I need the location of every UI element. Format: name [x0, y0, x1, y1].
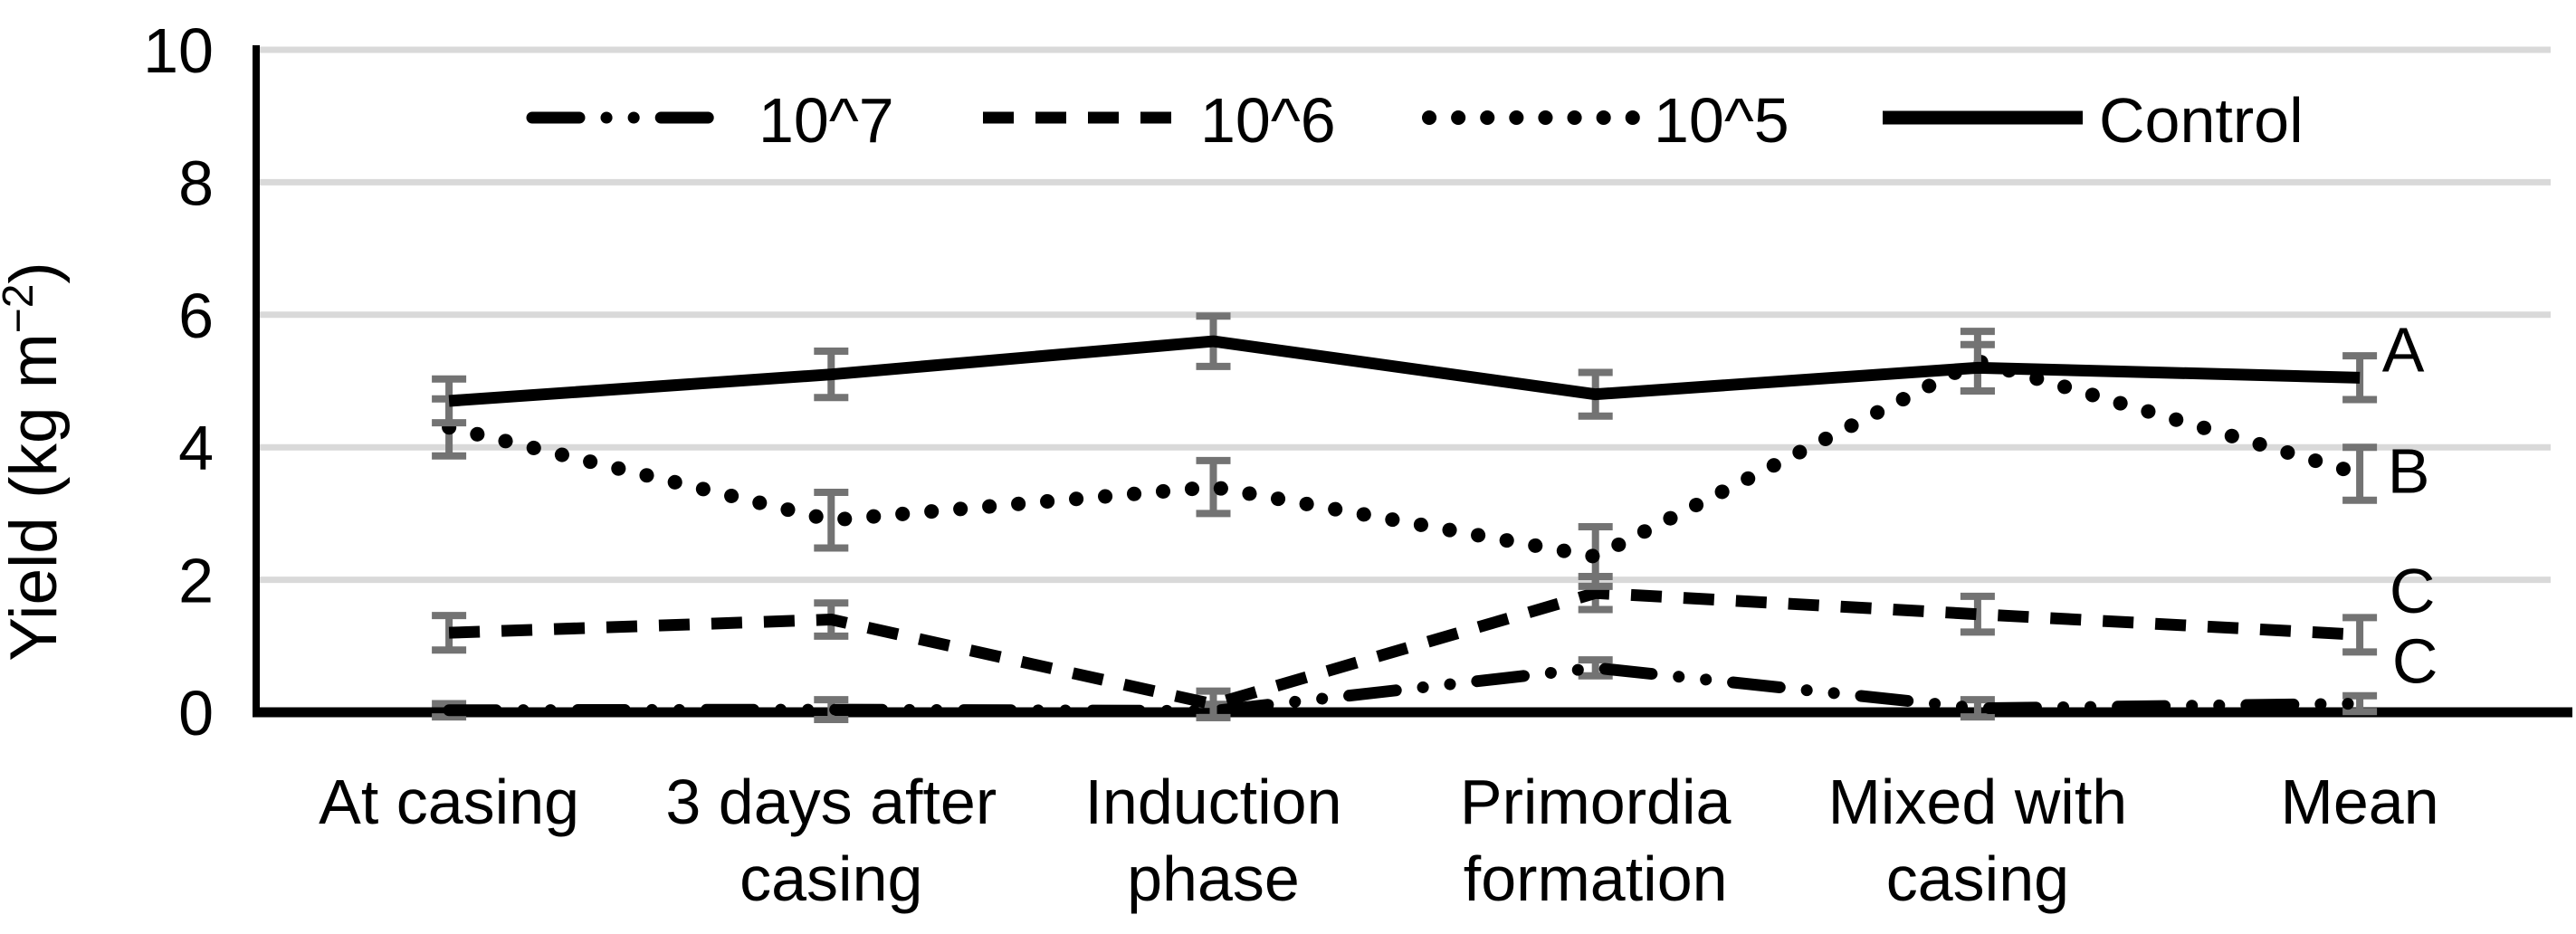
series-line-Control — [448, 335, 2361, 407]
legend-label: 10^6 — [1200, 85, 1336, 156]
x-axis-label: formation — [1464, 843, 1728, 914]
x-axis-label: At casing — [319, 767, 579, 837]
legend-item-10^6: 10^6 — [983, 85, 1336, 156]
series-line-10^5 — [442, 354, 2368, 564]
error-bars-Control — [432, 312, 2378, 427]
y-tick-label: 0 — [178, 678, 214, 748]
x-axis-label: Mean — [2281, 767, 2439, 837]
legend-label: 10^5 — [1654, 85, 1789, 156]
y-axis-title: Yield (kg m−2) — [0, 262, 71, 661]
x-axis-label: Induction — [1084, 767, 1341, 837]
x-axis-label: Mixed with — [1828, 767, 2128, 837]
legend-item-Control: Control — [1883, 85, 2304, 156]
series-line-10^6 — [448, 586, 2361, 710]
y-tick-label: 6 — [178, 281, 214, 351]
legend-item-10^7: 10^7 — [526, 85, 894, 156]
y-tick-label: 8 — [178, 148, 214, 218]
series-line-10^7 — [443, 662, 2366, 718]
significance-letter-10^6: C — [2390, 556, 2436, 626]
y-tick-label: 10 — [143, 15, 214, 86]
y-tick-label: 4 — [178, 413, 214, 483]
x-axis-label: 3 days after — [665, 767, 997, 837]
significance-letter-Control: A — [2382, 314, 2425, 385]
legend-item-10^5: 10^5 — [1422, 85, 1789, 156]
legend-label: 10^7 — [758, 85, 894, 156]
legend: 10^7 10^6 10^5 Control — [526, 85, 2304, 156]
significance-letter-10^7: C — [2392, 625, 2438, 696]
error-bars-10^6 — [432, 572, 2378, 721]
significance-letter-10^5: B — [2388, 435, 2430, 506]
legend-label: Control — [2099, 85, 2304, 156]
y-tick-label: 2 — [178, 546, 214, 616]
x-axis-label: phase — [1127, 843, 1300, 914]
x-axis-label: casing — [1886, 843, 2069, 914]
x-axis-label: Primordia — [1460, 767, 1732, 837]
x-axis-label: casing — [739, 843, 922, 914]
